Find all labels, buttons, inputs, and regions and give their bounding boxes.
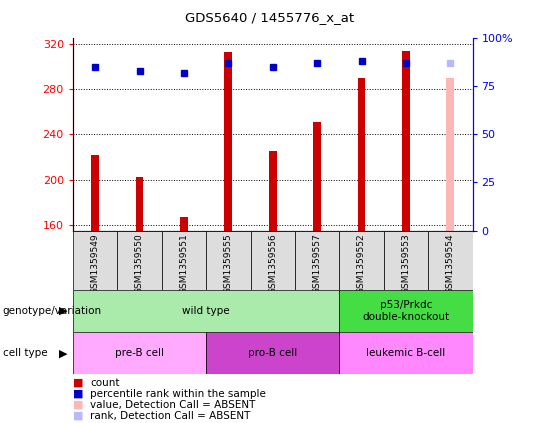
Text: leukemic B-cell: leukemic B-cell: [366, 348, 445, 358]
Bar: [269, 151, 276, 231]
Text: GSM1359550: GSM1359550: [135, 233, 144, 294]
Bar: [117, 231, 161, 290]
Text: GSM1359554: GSM1359554: [446, 233, 455, 294]
Bar: [339, 332, 472, 374]
Text: cell type: cell type: [3, 348, 48, 358]
Bar: [446, 78, 454, 231]
Bar: [206, 231, 251, 290]
Text: GSM1359551: GSM1359551: [179, 233, 188, 294]
Bar: [161, 231, 206, 290]
Text: GSM1359555: GSM1359555: [224, 233, 233, 294]
Text: pre-B cell: pre-B cell: [115, 348, 164, 358]
Bar: [251, 231, 295, 290]
Bar: [428, 231, 472, 290]
Text: count: count: [90, 378, 120, 388]
Bar: [295, 231, 339, 290]
Text: GSM1359557: GSM1359557: [313, 233, 322, 294]
Text: genotype/variation: genotype/variation: [3, 306, 102, 316]
Text: ■: ■: [73, 411, 83, 421]
Text: rank, Detection Call = ABSENT: rank, Detection Call = ABSENT: [90, 411, 251, 421]
Text: GSM1359552: GSM1359552: [357, 233, 366, 294]
Text: GSM1359549: GSM1359549: [91, 233, 99, 294]
Bar: [402, 50, 410, 231]
Text: GSM1359553: GSM1359553: [401, 233, 410, 294]
Text: p53/Prkdc
double-knockout: p53/Prkdc double-knockout: [362, 300, 449, 322]
Text: GSM1359556: GSM1359556: [268, 233, 277, 294]
Text: percentile rank within the sample: percentile rank within the sample: [90, 389, 266, 399]
Bar: [339, 231, 384, 290]
Text: ■: ■: [73, 389, 83, 399]
Bar: [384, 231, 428, 290]
Bar: [91, 155, 99, 231]
Bar: [73, 231, 117, 290]
Text: ▶: ▶: [59, 306, 68, 316]
Text: ▶: ▶: [59, 348, 68, 358]
Bar: [224, 52, 232, 231]
Text: ■: ■: [73, 378, 83, 388]
Text: value, Detection Call = ABSENT: value, Detection Call = ABSENT: [90, 400, 255, 410]
Text: pro-B cell: pro-B cell: [248, 348, 298, 358]
Bar: [73, 290, 339, 332]
Bar: [206, 332, 339, 374]
Bar: [73, 332, 206, 374]
Bar: [180, 217, 188, 231]
Bar: [136, 177, 144, 231]
Bar: [313, 122, 321, 231]
Text: GDS5640 / 1455776_x_at: GDS5640 / 1455776_x_at: [185, 11, 355, 24]
Text: wild type: wild type: [183, 306, 230, 316]
Bar: [357, 78, 366, 231]
Bar: [339, 290, 472, 332]
Text: ■: ■: [73, 400, 83, 410]
